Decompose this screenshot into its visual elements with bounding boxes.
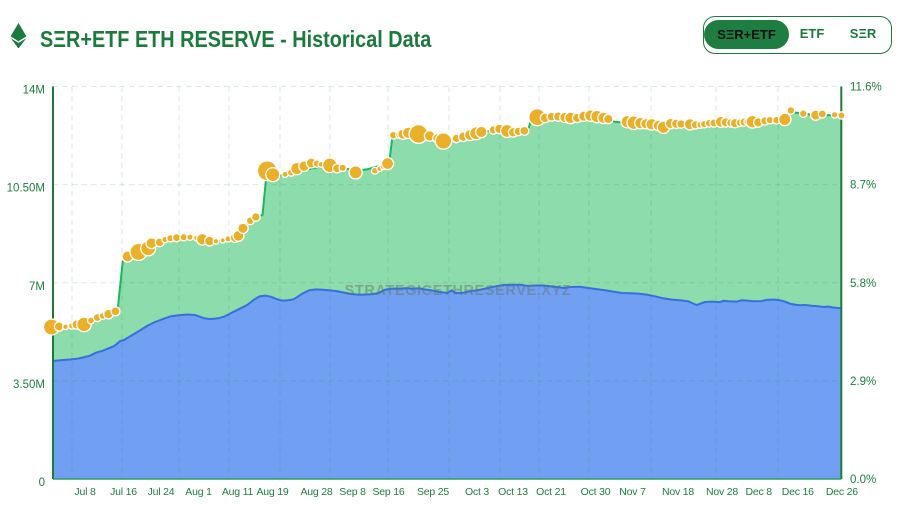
svg-text:Oct 30: Oct 30: [581, 486, 611, 498]
svg-text:Dec 8: Dec 8: [745, 486, 772, 498]
svg-text:Oct 21: Oct 21: [536, 486, 566, 498]
svg-text:Nov 7: Nov 7: [619, 486, 646, 498]
svg-text:Dec 16: Dec 16: [782, 486, 814, 498]
svg-text:Oct 3: Oct 3: [465, 486, 489, 498]
svg-text:10.50M: 10.50M: [7, 183, 45, 195]
svg-text:Oct 13: Oct 13: [498, 486, 528, 498]
svg-text:8.7%: 8.7%: [850, 180, 876, 192]
svg-text:Jul 24: Jul 24: [148, 486, 175, 498]
svg-text:5.8%: 5.8%: [850, 278, 876, 290]
svg-text:2.9%: 2.9%: [850, 376, 876, 388]
svg-text:Aug 1: Aug 1: [185, 486, 212, 498]
svg-text:Aug 11: Aug 11: [222, 486, 254, 498]
svg-text:Jul 16: Jul 16: [110, 486, 137, 498]
svg-text:Sep 8: Sep 8: [339, 486, 366, 498]
svg-text:Aug 28: Aug 28: [300, 486, 332, 498]
svg-text:STRATEGICETHRESERVE.XYZ: STRATEGICETHRESERVE.XYZ: [345, 283, 572, 299]
svg-text:7M: 7M: [29, 281, 45, 293]
svg-text:14M: 14M: [23, 85, 45, 97]
svg-text:Nov 18: Nov 18: [662, 486, 694, 498]
svg-text:Sep 16: Sep 16: [372, 486, 404, 498]
svg-text:Aug 19: Aug 19: [256, 486, 288, 498]
svg-text:11.6%: 11.6%: [850, 82, 882, 94]
svg-text:0.0%: 0.0%: [850, 474, 876, 486]
svg-text:3.50M: 3.50M: [13, 379, 45, 391]
svg-text:Nov 28: Nov 28: [706, 486, 738, 498]
svg-text:0: 0: [39, 477, 45, 489]
svg-text:Sep 25: Sep 25: [417, 486, 449, 498]
svg-text:Dec 26: Dec 26: [826, 486, 858, 498]
svg-text:Jul 8: Jul 8: [74, 486, 96, 498]
